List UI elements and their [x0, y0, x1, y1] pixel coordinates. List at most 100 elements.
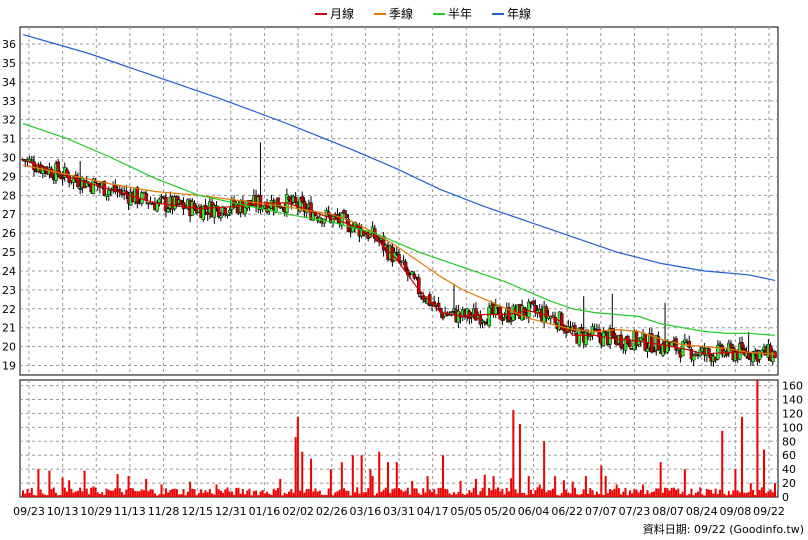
volume-bar: [639, 489, 642, 497]
volume-bar: [81, 491, 84, 497]
candle-body: [117, 189, 122, 192]
volume-bar: [730, 494, 733, 497]
candle-body: [65, 169, 69, 176]
volume-bar: [567, 492, 570, 497]
volume-bar: [343, 488, 346, 497]
price-tick-label: 24: [2, 265, 16, 278]
candle-body: [601, 331, 606, 347]
candle-body: [676, 348, 681, 352]
source-note: 資料日期: 09/22 (Goodinfo.tw): [643, 522, 804, 536]
candle-body: [421, 295, 425, 300]
x-tick-label: 01/16: [249, 505, 281, 518]
volume-bar: [329, 469, 332, 497]
volume-bar: [661, 492, 664, 497]
candle-body: [691, 355, 696, 361]
x-tick-label: 06/22: [551, 505, 583, 518]
volume-bar: [202, 492, 205, 497]
candle-body: [498, 306, 502, 320]
candle-body: [192, 203, 197, 209]
volume-bar: [754, 494, 757, 497]
volume-bar: [690, 488, 693, 497]
volume-bar: [226, 487, 229, 497]
volume-bar: [384, 487, 387, 497]
volume-bar: [512, 409, 515, 497]
volume-bar: [195, 495, 198, 497]
volume-bar: [743, 492, 746, 497]
volume-bar: [114, 488, 117, 497]
x-tick-label: 09/23: [13, 505, 45, 518]
x-tick-label: 10/13: [47, 505, 79, 518]
volume-bar: [593, 494, 596, 497]
candle-body: [243, 206, 247, 215]
volume-bar: [719, 489, 722, 497]
volume-bar: [74, 491, 77, 497]
candle-body: [157, 198, 162, 203]
volume-bar: [668, 490, 671, 497]
x-tick-label: 08/24: [686, 505, 718, 518]
volume-bar: [323, 494, 326, 497]
volume-bar: [732, 490, 735, 497]
price-tick-label: 19: [2, 360, 16, 373]
price-tick-label: 33: [2, 95, 16, 108]
volume-bar: [101, 492, 104, 497]
price-tick-label: 35: [2, 57, 16, 70]
volume-bar: [257, 495, 260, 497]
volume-bar: [184, 495, 187, 497]
volume-bar: [336, 491, 339, 497]
volume-bar: [527, 476, 530, 497]
volume-bar: [50, 489, 53, 497]
x-axis: 09/23 10/13 10/29 11/13 11/28 12/15 12/31 01/16…: [13, 505, 785, 518]
legend-label: 年線: [507, 6, 531, 21]
volume-bar: [769, 489, 772, 497]
volume-bar: [351, 455, 354, 497]
volume-bar: [200, 489, 203, 497]
x-tick-label: 02/02: [282, 505, 314, 518]
volume-bar: [134, 491, 137, 497]
volume-bar: [332, 495, 335, 497]
volume-bar: [523, 492, 526, 497]
candle-body: [577, 327, 582, 346]
volume-bar: [299, 490, 302, 497]
volume-bar: [334, 492, 337, 497]
candle-body: [509, 320, 513, 322]
candle-body: [278, 206, 283, 209]
candle-body: [436, 302, 441, 308]
volume-bar: [760, 487, 763, 497]
volume-bar: [602, 494, 605, 497]
volume-bar: [76, 490, 79, 497]
volume-bar: [446, 489, 449, 497]
volume-bar: [140, 489, 143, 497]
volume-bar: [615, 484, 618, 497]
candle-body: [483, 321, 487, 324]
volume-bar: [450, 494, 453, 497]
volume-bar: [620, 494, 623, 497]
volume-bar: [266, 491, 269, 497]
volume-bar: [270, 494, 273, 497]
candle-body: [32, 161, 36, 171]
volume-bar: [606, 493, 609, 497]
volume-bar: [765, 493, 768, 497]
candle-body: [729, 343, 733, 348]
volume-bar: [679, 493, 682, 497]
volume-bar: [393, 488, 396, 497]
volume-bar: [683, 469, 686, 497]
volume-bar: [39, 489, 42, 497]
volume-bar: [648, 493, 651, 497]
volume-bar: [752, 490, 755, 497]
volume-bar: [252, 491, 255, 497]
candle-body: [628, 341, 632, 348]
volume-bar: [774, 483, 776, 497]
candle-body: [67, 175, 71, 183]
volume-bar: [549, 490, 552, 497]
volume-bar: [481, 487, 484, 497]
volume-bar: [142, 490, 145, 497]
volume-bar: [705, 488, 708, 497]
candle-body: [665, 341, 670, 353]
volume-bar: [444, 488, 447, 497]
candle-body: [344, 214, 348, 219]
price-tick-label: 29: [2, 170, 16, 183]
price-tick-label: 21: [2, 322, 16, 335]
volume-bar: [112, 490, 115, 497]
